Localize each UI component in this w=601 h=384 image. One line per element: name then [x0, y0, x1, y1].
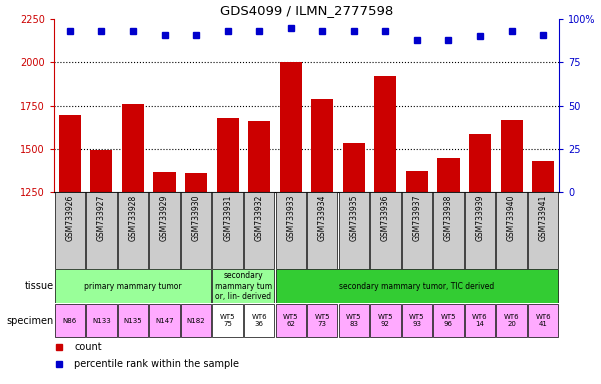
Text: WT6
36: WT6 36	[251, 314, 267, 327]
Text: GSM733927: GSM733927	[97, 194, 106, 241]
Bar	[374, 76, 397, 384]
Bar	[90, 150, 112, 384]
Bar	[528, 192, 558, 269]
Bar	[339, 192, 369, 269]
Text: WT5
92: WT5 92	[377, 314, 393, 327]
Text: GSM733933: GSM733933	[286, 194, 295, 241]
Text: specimen: specimen	[7, 316, 54, 326]
Bar	[465, 304, 495, 337]
Text: GSM733941: GSM733941	[538, 194, 548, 241]
Text: WT6
20: WT6 20	[504, 314, 519, 327]
Text: N135: N135	[124, 318, 142, 324]
Bar	[501, 120, 523, 384]
Bar	[213, 192, 243, 269]
Text: GSM733939: GSM733939	[475, 194, 484, 241]
Bar	[55, 192, 85, 269]
Text: WT6
41: WT6 41	[535, 314, 551, 327]
Text: GSM733935: GSM733935	[349, 194, 358, 241]
Bar	[150, 304, 180, 337]
Text: GSM733926: GSM733926	[66, 194, 75, 241]
Bar	[213, 304, 243, 337]
Bar	[150, 192, 180, 269]
Bar	[87, 304, 117, 337]
Bar	[469, 134, 491, 384]
Bar	[87, 192, 117, 269]
Bar	[307, 304, 337, 337]
Text: GSM733936: GSM733936	[381, 194, 390, 241]
Text: WT5
93: WT5 93	[409, 314, 425, 327]
Text: WT5
75: WT5 75	[220, 314, 236, 327]
Bar	[370, 304, 400, 337]
Bar	[496, 192, 526, 269]
Text: N86: N86	[63, 318, 77, 324]
Text: WT5
83: WT5 83	[346, 314, 362, 327]
Bar	[402, 192, 432, 269]
Text: N147: N147	[155, 318, 174, 324]
Bar	[55, 304, 85, 337]
Title: GDS4099 / ILMN_2777598: GDS4099 / ILMN_2777598	[220, 3, 393, 17]
Text: GSM733931: GSM733931	[223, 194, 232, 241]
Text: tissue: tissue	[25, 281, 54, 291]
Bar	[433, 192, 463, 269]
Bar	[276, 270, 558, 303]
Text: GSM733930: GSM733930	[192, 194, 201, 241]
Text: WT6
14: WT6 14	[472, 314, 488, 327]
Text: percentile rank within the sample: percentile rank within the sample	[75, 359, 239, 369]
Bar	[122, 104, 144, 384]
Text: secondary mammary tumor, TIC derived: secondary mammary tumor, TIC derived	[340, 281, 495, 291]
Bar	[181, 304, 211, 337]
Text: WT5
62: WT5 62	[283, 314, 299, 327]
Bar	[216, 118, 239, 384]
Text: N182: N182	[187, 318, 206, 324]
Bar	[402, 304, 432, 337]
Bar	[496, 304, 526, 337]
Text: GSM733934: GSM733934	[318, 194, 327, 241]
Bar	[118, 192, 148, 269]
Bar	[59, 116, 81, 384]
Bar	[185, 173, 207, 384]
Bar	[276, 304, 306, 337]
Text: GSM733937: GSM733937	[412, 194, 421, 241]
Text: primary mammary tumor: primary mammary tumor	[84, 281, 182, 291]
Text: GSM733938: GSM733938	[444, 194, 453, 241]
Text: count: count	[75, 341, 102, 352]
Text: secondary
mammary tum
or, lin- derived: secondary mammary tum or, lin- derived	[215, 271, 272, 301]
Bar	[244, 304, 274, 337]
Bar	[532, 161, 554, 384]
Bar	[213, 270, 274, 303]
Text: GSM733932: GSM733932	[255, 194, 264, 241]
Text: WT5
96: WT5 96	[441, 314, 456, 327]
Text: GSM733940: GSM733940	[507, 194, 516, 241]
Bar	[248, 121, 270, 384]
Bar	[244, 192, 274, 269]
Text: GSM733929: GSM733929	[160, 194, 169, 241]
Bar	[181, 192, 211, 269]
Bar	[433, 304, 463, 337]
Bar	[118, 304, 148, 337]
Bar	[276, 192, 306, 269]
Text: WT5
73: WT5 73	[314, 314, 330, 327]
Bar	[307, 192, 337, 269]
Bar	[438, 157, 460, 384]
Text: N133: N133	[92, 318, 111, 324]
Bar	[55, 270, 211, 303]
Bar	[465, 192, 495, 269]
Bar	[339, 304, 369, 337]
Bar	[370, 192, 400, 269]
Bar	[343, 144, 365, 384]
Bar	[279, 63, 302, 384]
Bar	[406, 171, 428, 384]
Bar	[153, 172, 175, 384]
Bar	[528, 304, 558, 337]
Bar	[311, 99, 334, 384]
Text: GSM733928: GSM733928	[129, 194, 138, 240]
